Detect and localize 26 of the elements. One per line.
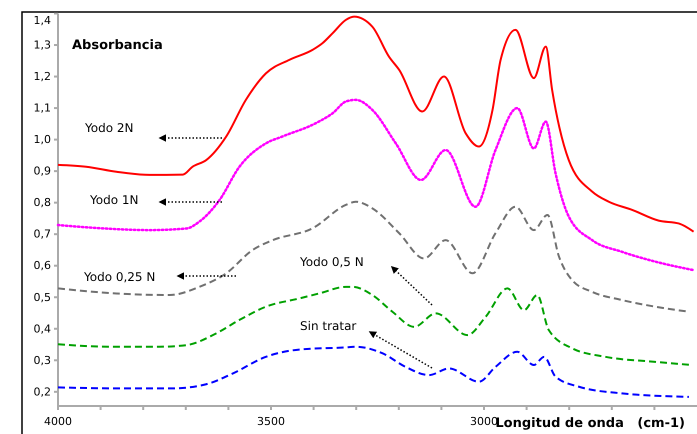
series-label: Yodo 1N xyxy=(89,193,138,207)
x-tick-label: 4000 xyxy=(44,415,72,428)
text: Yodo 2N xyxy=(84,121,134,135)
line-series xyxy=(57,346,690,398)
y-tick-label: 0,8 xyxy=(34,196,51,210)
series-label: Yodo 0,25 N xyxy=(83,270,156,284)
y-tick-label: 0,7 xyxy=(34,228,51,241)
series-label: Yodo 0,5 N xyxy=(299,255,364,269)
line-series xyxy=(56,98,695,272)
y-tick-label: 0,4 xyxy=(34,322,51,336)
line-series xyxy=(57,16,695,233)
y-tick-label: 0,6 xyxy=(34,259,51,272)
y-tick-label: 0,9 xyxy=(34,164,51,178)
y-tick-label: 0,2 xyxy=(34,385,51,398)
y-tick-label: 1,2 xyxy=(34,70,51,84)
y-tick-label: 1,3 xyxy=(34,38,51,52)
x-axis-title: Longitud de onda (cm-1) xyxy=(495,416,685,431)
y-tick-label: 0,3 xyxy=(34,354,51,367)
y-tick-label: 1,1 xyxy=(34,102,51,115)
y-tick-label: 1,4 xyxy=(34,14,51,27)
x-tick-label: 3000 xyxy=(470,415,498,428)
x-tick-label: 3500 xyxy=(257,415,285,428)
y-axis-title: Absorbancia xyxy=(72,38,163,53)
y-tick-label: 1,0 xyxy=(34,133,51,146)
series-label: Sin tratar xyxy=(300,319,356,333)
y-tick-label: 0,5 xyxy=(34,290,51,304)
